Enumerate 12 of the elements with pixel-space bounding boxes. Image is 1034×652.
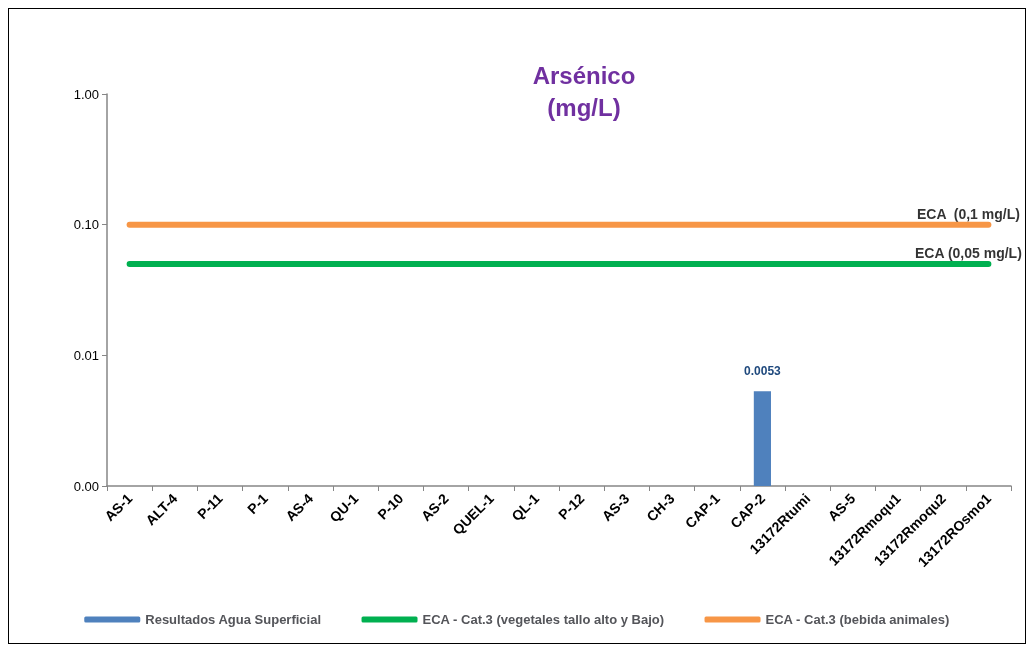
- y-tick-label: 0.00: [73, 478, 99, 494]
- x-tick-label: P-1: [244, 490, 272, 518]
- legend-label: Resultados Agua Superficial: [145, 612, 322, 627]
- chart-title: Arsénico (mg/L): [532, 61, 636, 121]
- y-tick-label: 1.00: [73, 86, 99, 102]
- legend-label: ECA - Cat.3 (bebida animales): [765, 612, 950, 627]
- legend-label: ECA - Cat.3 (vegetales tallo alto y Bajo): [422, 612, 665, 627]
- data-label: 0.0053: [744, 364, 782, 379]
- annotation: ECA (0,05 mg/L): [914, 245, 1022, 261]
- y-tick-label: 0.10: [73, 217, 99, 233]
- annotation: ECA (0,1 mg/L): [916, 205, 1020, 222]
- y-tick-label: 0.01: [73, 347, 99, 363]
